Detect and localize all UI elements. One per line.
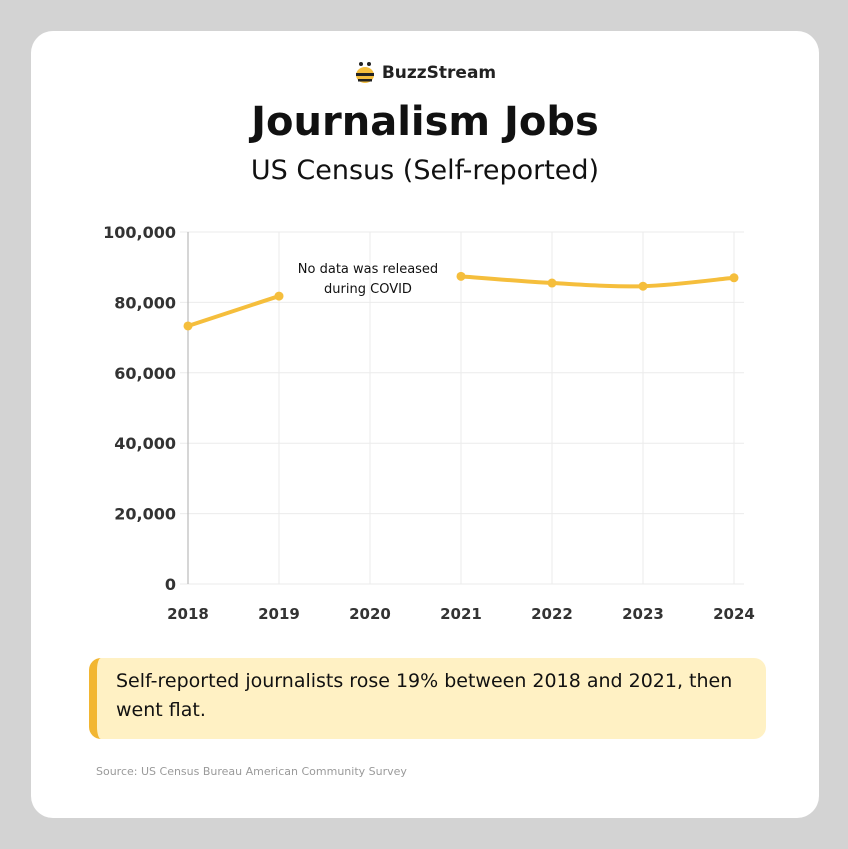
data-point xyxy=(183,321,193,331)
page-subtitle: US Census (Self-reported) xyxy=(250,155,600,186)
y-tick-label: 100,000 xyxy=(103,223,176,242)
infographic-card: BuzzStream Journalism Jobs US Census (Se… xyxy=(31,31,819,818)
brand: BuzzStream xyxy=(31,61,819,85)
covid-annotation-line: during COVID xyxy=(324,282,412,297)
y-tick-label: 0 xyxy=(165,575,176,594)
brand-name: BuzzStream xyxy=(381,63,497,83)
line-chart: 0 20,000 40,000 60,000 80,000 100,000 2018 2019… xyxy=(103,223,755,623)
covid-annotation-line: No data was released xyxy=(298,262,438,277)
data-point xyxy=(274,291,284,301)
data-point xyxy=(729,273,739,283)
y-tick-label: 40,000 xyxy=(114,434,176,453)
bee-icon xyxy=(355,62,374,83)
data-point xyxy=(638,281,648,291)
callout-text: Self-reported journalists rose 19% betwe… xyxy=(116,670,733,721)
y-tick-label: 80,000 xyxy=(114,293,176,312)
source-note: Source: US Census Bureau American Commun… xyxy=(96,765,407,778)
insight-callout: Self-reported journalists rose 19% betwe… xyxy=(89,658,766,739)
x-tick-label: 2018 xyxy=(167,605,209,623)
x-tick-label: 2023 xyxy=(622,605,664,623)
y-tick-label: 20,000 xyxy=(114,505,176,524)
series-line xyxy=(459,274,736,289)
data-point xyxy=(456,271,466,281)
page-title: Journalism Jobs xyxy=(251,99,599,145)
x-tick-label: 2021 xyxy=(440,605,482,623)
x-tick-label: 2022 xyxy=(531,605,573,623)
y-tick-label: 60,000 xyxy=(114,364,176,383)
x-tick-label: 2019 xyxy=(258,605,300,623)
data-point xyxy=(547,278,557,288)
x-tick-label: 2024 xyxy=(713,605,755,623)
series-line xyxy=(186,294,281,328)
x-tick-label: 2020 xyxy=(349,605,391,623)
